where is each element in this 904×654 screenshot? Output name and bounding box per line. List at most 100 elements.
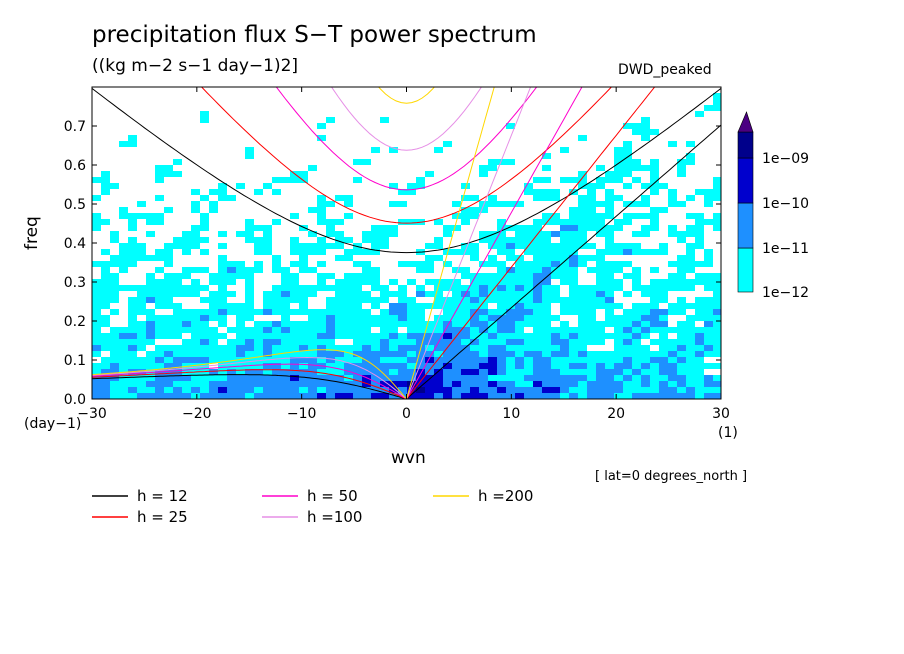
spectrum-cell [668, 315, 678, 322]
spectrum-cell [578, 147, 588, 154]
spectrum-cell [398, 267, 408, 274]
spectrum-cell [677, 285, 687, 292]
spectrum-cell [317, 273, 327, 280]
spectrum-cell [119, 363, 129, 370]
spectrum-cell [101, 123, 111, 130]
spectrum-cell [443, 339, 453, 346]
spectrum-cell [479, 189, 489, 196]
spectrum-cell [110, 345, 120, 352]
spectrum-cell [290, 165, 300, 172]
spectrum-cell [254, 231, 264, 238]
spectrum-cell [200, 321, 210, 328]
spectrum-cell [308, 357, 318, 364]
spectrum-cell [695, 219, 705, 226]
spectrum-cell [515, 357, 525, 364]
spectrum-cell [443, 99, 453, 106]
spectrum-cell [164, 261, 174, 268]
spectrum-cell [614, 267, 624, 274]
spectrum-cell [515, 249, 525, 256]
spectrum-cell [542, 141, 552, 148]
spectrum-cell [560, 201, 570, 208]
spectrum-cell [479, 381, 489, 388]
spectrum-cell [713, 363, 721, 370]
spectrum-cell [371, 87, 381, 94]
spectrum-cell [173, 183, 183, 190]
spectrum-cell [281, 279, 291, 286]
spectrum-cell [200, 351, 210, 358]
spectrum-cell [101, 381, 111, 388]
spectrum-cell [488, 117, 498, 124]
spectrum-cell [389, 141, 399, 148]
spectrum-cell [695, 279, 705, 286]
spectrum-cell [182, 117, 192, 124]
spectrum-cell [308, 225, 318, 232]
spectrum-cell [335, 111, 345, 118]
spectrum-cell [110, 129, 120, 136]
spectrum-cell [245, 357, 255, 364]
spectrum-cell [641, 297, 651, 304]
spectrum-cell [308, 93, 318, 100]
spectrum-cell [263, 267, 273, 274]
spectrum-cell [677, 153, 687, 160]
spectrum-cell [353, 87, 363, 94]
spectrum-cell [425, 117, 435, 124]
spectrum-cell [659, 291, 669, 298]
spectrum-cell [569, 177, 579, 184]
spectrum-cell [389, 225, 399, 232]
spectrum-cell [470, 123, 480, 130]
spectrum-cell [317, 105, 327, 112]
spectrum-cell [488, 141, 498, 148]
gravity-wave-curve [275, 87, 538, 191]
spectrum-cell [497, 249, 507, 256]
spectrum-cell [110, 201, 120, 208]
spectrum-cell [353, 291, 363, 298]
spectrum-cell [677, 309, 687, 316]
spectrum-cell [524, 351, 534, 358]
spectrum-cell [623, 87, 633, 94]
spectrum-cell [191, 267, 201, 274]
spectrum-cell [146, 147, 156, 154]
spectrum-cell [542, 213, 552, 220]
spectrum-cell [443, 129, 453, 136]
spectrum-cell [407, 141, 417, 148]
spectrum-cell [164, 195, 174, 202]
spectrum-cell [479, 165, 489, 172]
spectrum-cell [551, 375, 561, 382]
spectrum-cell [209, 171, 219, 178]
spectrum-cell [632, 99, 642, 106]
spectrum-cell [371, 327, 381, 334]
spectrum-cell [146, 267, 156, 274]
spectrum-cell [254, 153, 264, 160]
spectrum-cell [533, 345, 543, 352]
spectrum-cell [497, 315, 507, 322]
spectrum-cell [128, 165, 138, 172]
spectrum-cell [623, 297, 633, 304]
spectrum-cell [704, 375, 714, 382]
spectrum-cell [371, 207, 381, 214]
spectrum-cell [506, 141, 516, 148]
spectrum-cell [182, 159, 192, 166]
spectrum-cell [236, 375, 246, 382]
spectrum-cell [209, 243, 219, 250]
spectrum-cell [506, 207, 516, 214]
spectrum-cell [623, 213, 633, 220]
spectrum-cell [677, 381, 687, 388]
spectrum-cell [569, 231, 579, 238]
spectrum-cell [506, 243, 516, 250]
spectrum-cell [254, 339, 264, 346]
spectrum-cell [389, 279, 399, 286]
spectrum-cell [677, 369, 687, 376]
spectrum-cell [614, 303, 624, 310]
spectrum-cell [182, 123, 192, 130]
spectrum-cell [524, 189, 534, 196]
spectrum-cell [461, 279, 471, 286]
spectrum-cell [398, 303, 408, 310]
spectrum-cell [713, 303, 721, 310]
spectrum-cell [119, 231, 129, 238]
spectrum-cell [614, 339, 624, 346]
spectrum-cell [515, 93, 525, 100]
spectrum-cell [335, 105, 345, 112]
spectrum-cell [119, 297, 129, 304]
spectrum-cell [290, 87, 300, 94]
spectrum-cell [272, 285, 282, 292]
